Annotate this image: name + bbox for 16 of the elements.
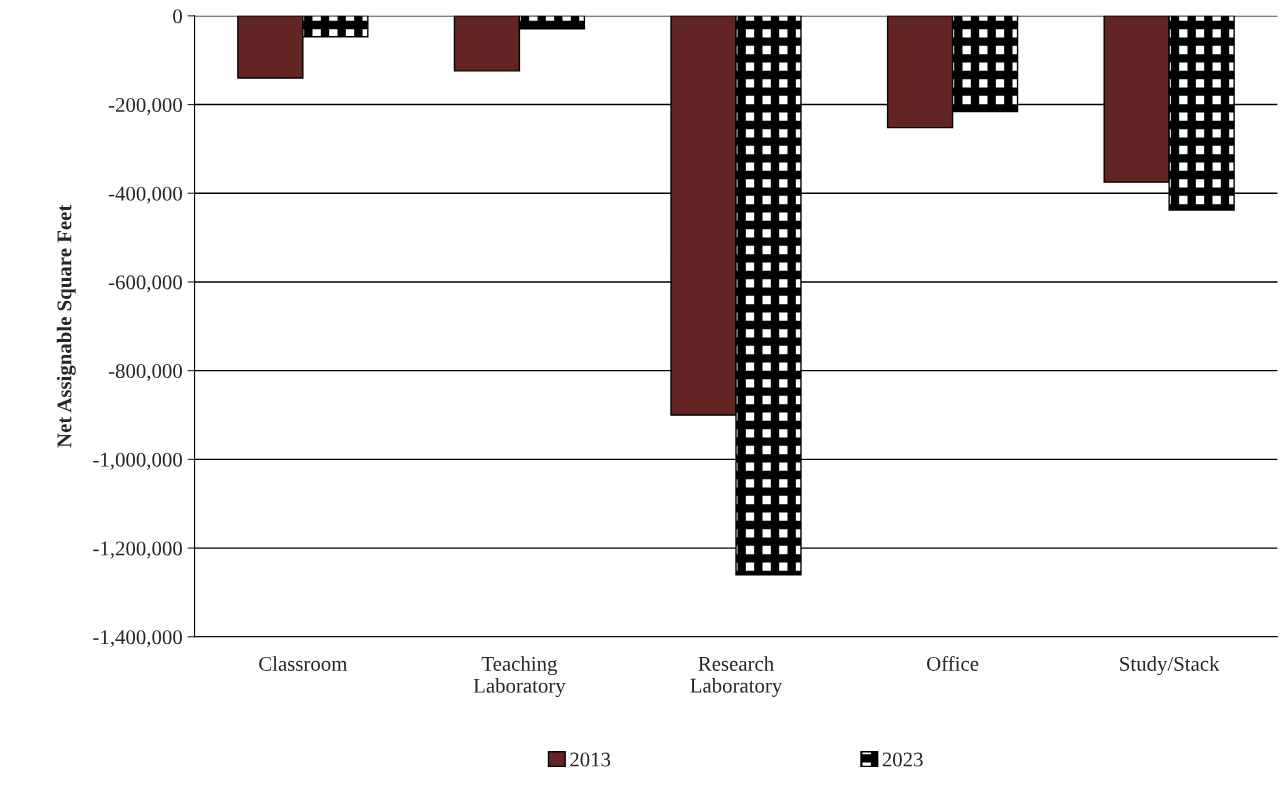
y-tick-label: -1,000,000 xyxy=(93,452,182,470)
y-tick-label: -800,000 xyxy=(108,364,182,382)
y-tick-label: -1,400,000 xyxy=(93,630,182,648)
y-axis-title: Net Assignable Square Feet xyxy=(56,204,76,448)
legend-label: 2013 xyxy=(570,752,611,767)
x-tick-label: Study/Stack xyxy=(1120,656,1220,676)
x-tick-label: Classroom xyxy=(259,656,348,671)
y-tick-label: -600,000 xyxy=(108,275,182,293)
y-tick-label: -400,000 xyxy=(108,186,182,204)
x-tick-label: Teaching Laboratory xyxy=(473,656,566,698)
x-tick-label: Research Laboratory xyxy=(690,656,783,697)
x-tick-label: Office xyxy=(927,656,979,671)
legend-label: 2023 xyxy=(882,752,923,767)
y-tick-label: 0 xyxy=(173,9,182,24)
y-tick-label: -200,000 xyxy=(108,97,182,115)
y-tick-label: -1,200,000 xyxy=(93,541,182,559)
